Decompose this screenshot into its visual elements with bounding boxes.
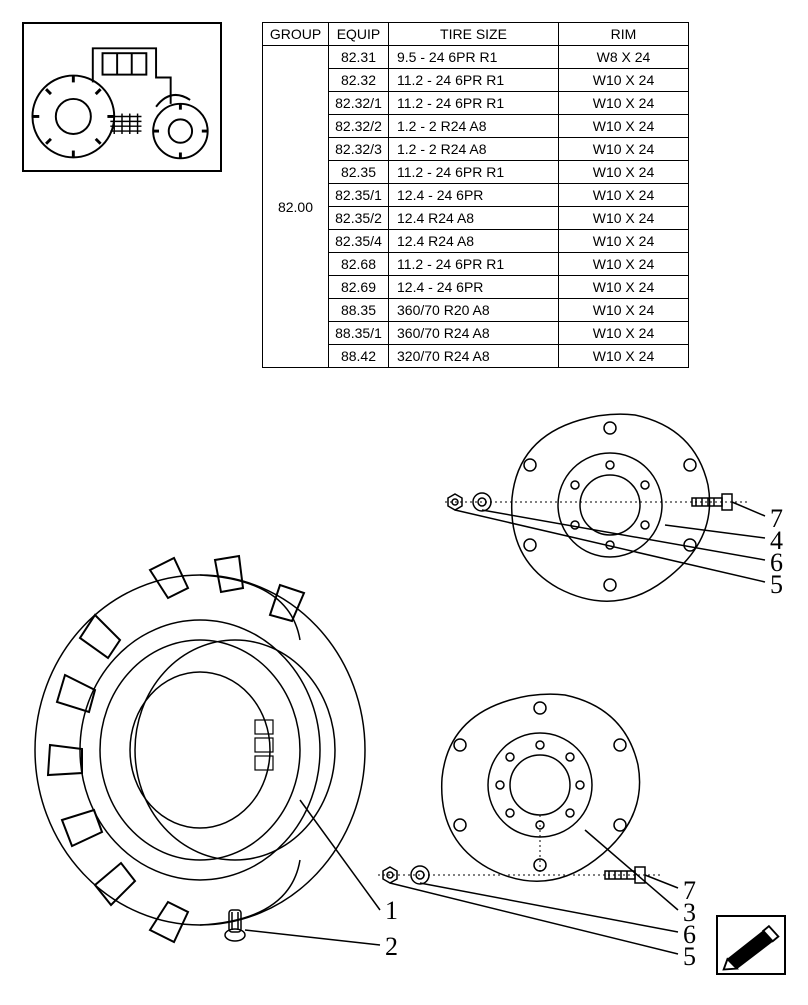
rim-cell: W10 X 24 — [559, 345, 689, 368]
equip-cell: 88.35 — [329, 299, 389, 322]
tire-cell: 12.4 R24 A8 — [389, 207, 559, 230]
tire-cell: 1.2 - 2 R24 A8 — [389, 138, 559, 161]
tire-cell: 360/70 R24 A8 — [389, 322, 559, 345]
callout-5: 5 — [770, 570, 783, 600]
equip-cell: 82.35 — [329, 161, 389, 184]
tire-cell: 1.2 - 2 R24 A8 — [389, 115, 559, 138]
th-tire: TIRE SIZE — [389, 23, 559, 46]
tractor-icon — [24, 24, 220, 170]
tire-spec-table: GROUP EQUIP TIRE SIZE RIM 82.0082.319.5 … — [262, 22, 689, 368]
equip-cell: 82.69 — [329, 276, 389, 299]
rim-cell: W10 X 24 — [559, 322, 689, 345]
callout-5b: 5 — [683, 942, 696, 972]
rim-cell: W10 X 24 — [559, 299, 689, 322]
equip-cell: 88.35/1 — [329, 322, 389, 345]
equip-cell: 82.32/2 — [329, 115, 389, 138]
lower-disc-assembly — [378, 694, 678, 954]
equip-cell: 82.68 — [329, 253, 389, 276]
equip-cell: 82.31 — [329, 46, 389, 69]
tire-cell: 11.2 - 24 6PR R1 — [389, 92, 559, 115]
upper-disc-assembly — [445, 414, 765, 601]
tire-cell: 320/70 R24 A8 — [389, 345, 559, 368]
wheel-assembly — [35, 556, 365, 942]
tire-cell: 11.2 - 24 6PR R1 — [389, 161, 559, 184]
tractor-thumbnail — [22, 22, 222, 172]
group-cell: 82.00 — [263, 46, 329, 368]
rim-cell: W10 X 24 — [559, 184, 689, 207]
exploded-diagram: 7 4 6 5 7 3 6 5 1 2 — [0, 400, 808, 1000]
tire-cell: 9.5 - 24 6PR R1 — [389, 46, 559, 69]
tire-cell: 360/70 R20 A8 — [389, 299, 559, 322]
callout-2: 2 — [385, 932, 398, 962]
rim-cell: W10 X 24 — [559, 138, 689, 161]
rim-cell: W10 X 24 — [559, 161, 689, 184]
equip-cell: 82.32 — [329, 69, 389, 92]
tire-cell: 11.2 - 24 6PR R1 — [389, 69, 559, 92]
th-rim: RIM — [559, 23, 689, 46]
equip-cell: 82.32/3 — [329, 138, 389, 161]
equip-cell: 82.32/1 — [329, 92, 389, 115]
tire-cell: 11.2 - 24 6PR R1 — [389, 253, 559, 276]
equip-cell: 82.35/1 — [329, 184, 389, 207]
rim-cell: W10 X 24 — [559, 276, 689, 299]
tire-cell: 12.4 - 24 6PR — [389, 276, 559, 299]
tire-cell: 12.4 - 24 6PR — [389, 184, 559, 207]
rim-cell: W10 X 24 — [559, 69, 689, 92]
equip-cell: 82.35/2 — [329, 207, 389, 230]
rim-cell: W10 X 24 — [559, 230, 689, 253]
tire-cell: 12.4 R24 A8 — [389, 230, 559, 253]
rim-cell: W10 X 24 — [559, 115, 689, 138]
valve-stem — [225, 910, 245, 941]
equip-cell: 88.42 — [329, 345, 389, 368]
equip-cell: 82.35/4 — [329, 230, 389, 253]
rim-cell: W10 X 24 — [559, 92, 689, 115]
th-equip: EQUIP — [329, 23, 389, 46]
callout-1: 1 — [385, 896, 398, 926]
th-group: GROUP — [263, 23, 329, 46]
rim-cell: W10 X 24 — [559, 207, 689, 230]
rim-cell: W8 X 24 — [559, 46, 689, 69]
rim-cell: W10 X 24 — [559, 253, 689, 276]
edit-note-icon — [716, 915, 786, 975]
